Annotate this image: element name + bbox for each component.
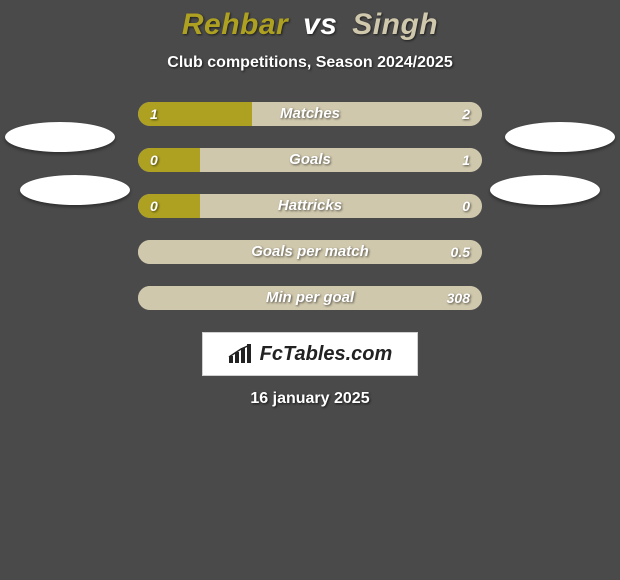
bar-value-left: 1: [150, 102, 158, 126]
stat-bar: Goals per match0.5: [138, 240, 482, 264]
bar-label: Goals per match: [138, 240, 482, 264]
bar-label: Matches: [138, 102, 482, 126]
stat-bar: Goals0 1: [138, 148, 482, 172]
subtitle: Club competitions, Season 2024/2025: [0, 54, 620, 72]
bar-value-left: 0: [150, 194, 158, 218]
player2-logo-bottom: [490, 175, 600, 205]
bar-label: Hattricks: [138, 194, 482, 218]
player1-logo-bottom: [20, 175, 130, 205]
bar-label: Goals: [138, 148, 482, 172]
stat-bar: Hattricks0 0: [138, 194, 482, 218]
bars-icon: [228, 344, 254, 364]
comparison-bars: Matches12Goals01Hattricks00Goals per mat…: [138, 102, 482, 310]
date-text: 16 january 2025: [0, 390, 620, 408]
player2-logo-top: [505, 122, 615, 152]
stat-bar: Matches1 2: [138, 102, 482, 126]
infographic-container: Rehbar vs Singh Club competitions, Seaso…: [0, 0, 620, 580]
title-player2: Singh: [352, 8, 438, 41]
brand-badge: FcTables.com: [202, 332, 418, 376]
title-player1: Rehbar: [182, 8, 288, 41]
brand-text: FcTables.com: [260, 343, 393, 366]
bar-value-left: 0: [150, 148, 158, 172]
bar-value-right: 1: [462, 148, 470, 172]
page-title: Rehbar vs Singh: [0, 8, 620, 42]
bar-label: Min per goal: [138, 286, 482, 310]
stat-bar: Min per goal308: [138, 286, 482, 310]
bar-value-right: 308: [447, 286, 470, 310]
bar-value-right: 0: [462, 194, 470, 218]
title-vs: vs: [303, 8, 337, 41]
bar-value-right: 2: [462, 102, 470, 126]
bar-value-right: 0.5: [451, 240, 470, 264]
player1-logo-top: [5, 122, 115, 152]
